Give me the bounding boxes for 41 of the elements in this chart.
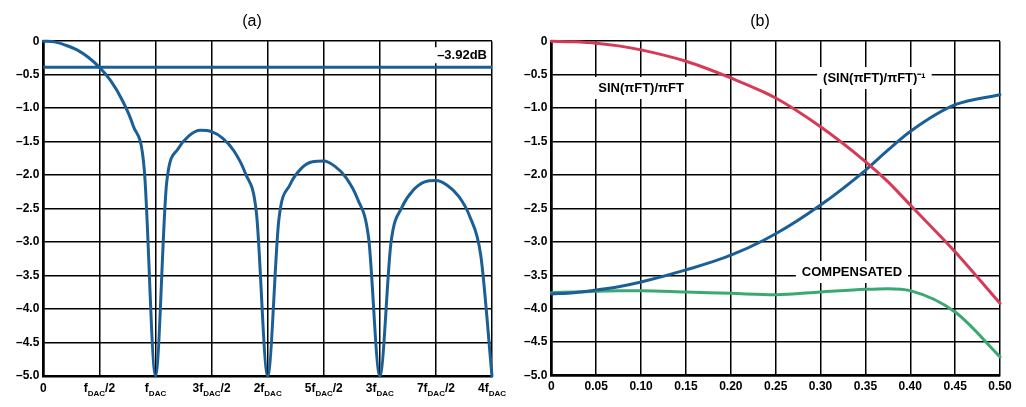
x-tick-label: 0.30	[808, 379, 833, 394]
line-series	[549, 93, 1002, 296]
y-tick-label: –4.0	[16, 301, 40, 316]
x-tick-label: 0.05	[584, 379, 609, 394]
annotation: (SIN(πFT)/πFT)⁻¹	[823, 69, 926, 85]
y-tick-label: 0	[540, 33, 548, 48]
y-tick-label: –2.5	[16, 200, 40, 215]
chart-title: (b)	[750, 12, 770, 30]
x-tick-label: 0.15	[674, 379, 698, 394]
annotation: COMPENSATED	[801, 263, 903, 279]
y-tick-label: –4.5	[524, 334, 548, 349]
y-tick-label: –2.0	[16, 167, 40, 182]
y-tick-label: –5.0	[524, 367, 548, 382]
x-tick-label: 0.35	[853, 379, 878, 394]
ref-line-label: –3.92dB	[437, 47, 487, 63]
chart-title: (a)	[242, 12, 262, 30]
y-tick-label: –1.5	[524, 133, 548, 148]
line-series	[549, 287, 1002, 359]
y-tick-label: –2.0	[524, 167, 548, 182]
y-tick-label: –4.0	[524, 301, 548, 316]
y-tick-label: –0.5	[16, 66, 40, 81]
x-tick-label: 0.20	[719, 379, 743, 394]
y-tick-label: –3.5	[524, 267, 548, 282]
y-tick-label: –1.5	[16, 133, 40, 148]
y-tick-label: –0.5	[524, 66, 548, 81]
y-tick-label: –5.0	[16, 368, 40, 383]
annotation: SIN(πFT)/πFT	[598, 79, 684, 95]
line-series	[41, 39, 494, 378]
y-tick-label: –4.5	[16, 334, 40, 349]
y-tick-label: –3.0	[16, 234, 40, 249]
y-tick-label: –2.5	[524, 200, 548, 215]
y-tick-label: –1.0	[16, 100, 40, 115]
y-tick-label: –3.0	[524, 234, 548, 249]
y-tick-label: –3.5	[16, 267, 40, 282]
x-tick-label: 0.50	[988, 379, 1012, 394]
y-tick-label: 0	[32, 33, 40, 48]
y-tick-label: –1.0	[524, 100, 548, 115]
x-tick-label: 0.25	[764, 379, 788, 394]
x-tick-label: 0.10	[629, 379, 654, 394]
x-tick-label: 0.40	[898, 379, 923, 394]
x-tick-label: 0.45	[943, 379, 968, 394]
